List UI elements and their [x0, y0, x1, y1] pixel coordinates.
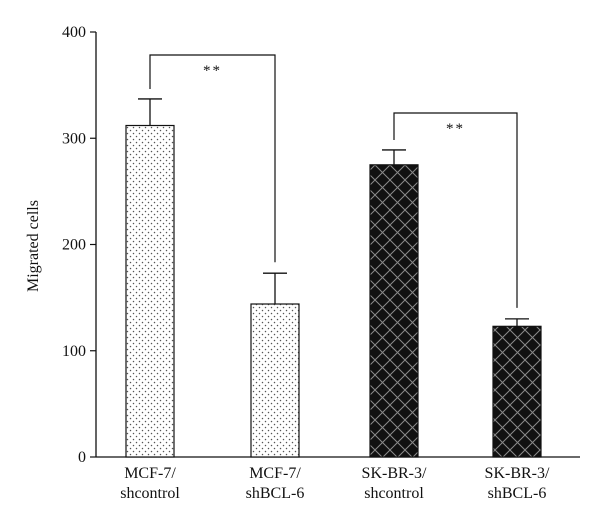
bar — [492, 325, 542, 458]
significance-label: ** — [446, 121, 465, 137]
y-tick-label: 0 — [78, 449, 86, 466]
x-tick-label-line: SK-BR-3/ — [362, 465, 427, 482]
y-axis-title: Migrated cells — [25, 200, 42, 292]
x-tick-label-line: shcontrol — [364, 485, 424, 502]
significance-label: ** — [203, 63, 222, 79]
x-tick-label: SK-BR-3/shcontrol — [362, 465, 427, 502]
x-tick-label: SK-BR-3/shBCL-6 — [485, 465, 550, 502]
significance-brackets: ** ** — [149, 54, 518, 308]
x-tick-label-line: SK-BR-3/ — [485, 465, 550, 482]
error-bars — [138, 98, 529, 327]
y-tick-label: 400 — [62, 24, 86, 41]
x-tick-label-line: MCF-7/ — [249, 465, 301, 482]
significance-bracket — [393, 112, 518, 308]
bar — [369, 164, 419, 458]
x-tick-label-line: MCF-7/ — [124, 465, 176, 482]
y-tick-label: 100 — [62, 343, 86, 360]
x-tick-label: MCF-7/shBCL-6 — [246, 465, 305, 502]
x-tick-label-line: shBCL-6 — [246, 485, 305, 502]
bar — [125, 124, 175, 458]
significance-bracket — [149, 54, 276, 263]
bar — [250, 303, 300, 458]
x-tick-label: MCF-7/shcontrol — [120, 465, 180, 502]
x-tick-label-line: shBCL-6 — [488, 485, 547, 502]
x-tick-label-line: shcontrol — [120, 485, 180, 502]
x-axis-labels: MCF-7/shcontrolMCF-7/shBCL-6SK-BR-3/shco… — [120, 465, 550, 502]
bars — [125, 124, 542, 458]
y-axis-ticks: 0 100 200 300 400 — [62, 24, 96, 466]
y-tick-label: 300 — [62, 130, 86, 147]
y-tick-label: 200 — [62, 237, 86, 254]
